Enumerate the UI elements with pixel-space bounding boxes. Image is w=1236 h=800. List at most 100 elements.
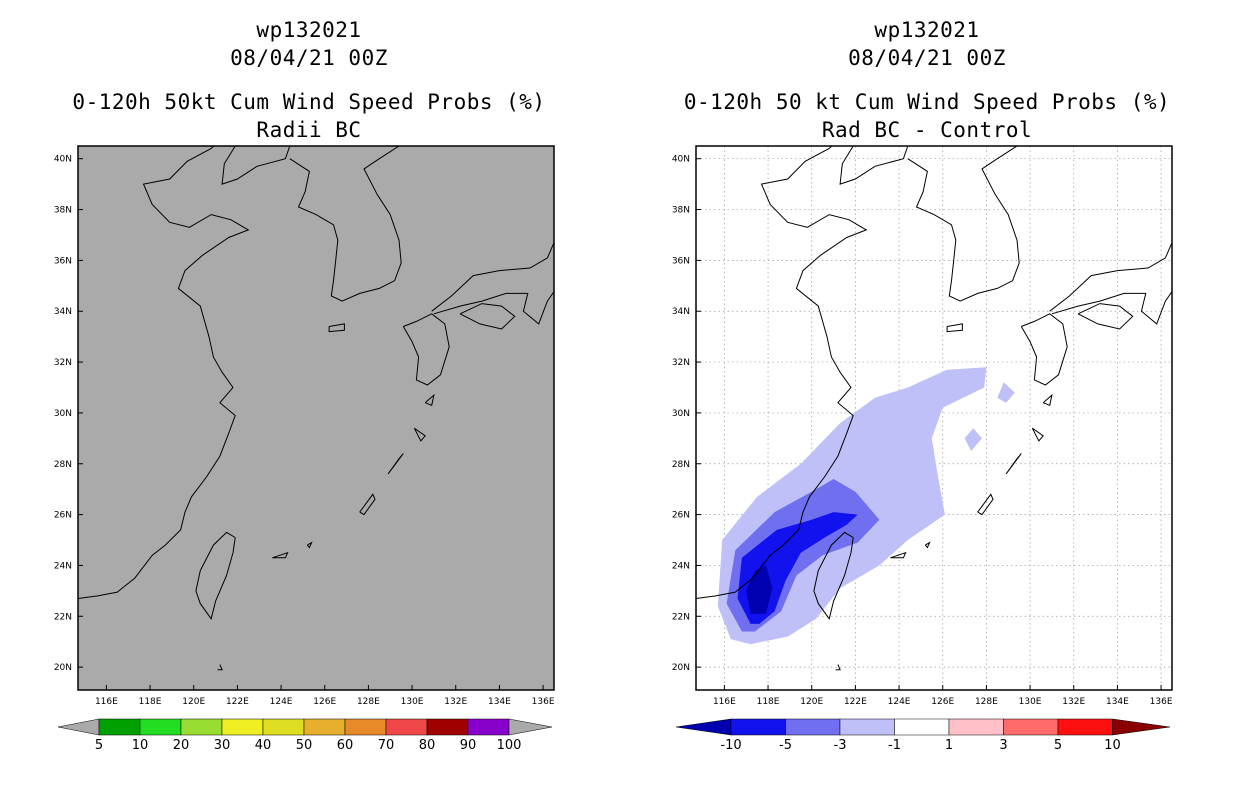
coastline [1031,427,1044,442]
lat-tick-label: 26N [672,511,690,521]
coastline [402,313,450,386]
left-panel: wp132021 08/04/21 00Z 0-120h 50kt Cum Wi… [54,18,555,753]
colorbar-label: 10 [132,738,149,753]
lat-tick-label: 24N [672,561,690,571]
coastline [359,493,376,516]
colorbar-swatch [180,718,223,736]
lon-tick-label: 126E [313,697,336,707]
lon-tick-label: 126E [931,697,954,707]
lat-tick-label: 28N [54,460,72,470]
lat-tick-label: 36N [672,256,690,266]
coastline [1005,453,1022,475]
diff-contour-minus1 [997,382,1015,403]
lat-tick-label: 32N [54,358,72,368]
right-map: 40N 38N 36N 34N 32N 30N 28N 26N 24N 22N 20N 116E 118… [672,145,1173,753]
colorbar-label: 70 [378,738,395,753]
left-datetime: 08/04/21 00Z [230,46,388,70]
lon-tick-label: 136E [532,697,555,707]
lat-tick-label: 32N [672,358,690,368]
colorbar-swatch [1057,718,1113,736]
lon-tick-label: 116E [95,697,118,707]
colorbar-swatch [262,718,305,736]
lat-tick-label: 20N [54,663,72,673]
right-panel: wp132021 08/04/21 00Z 0-120h 50 kt Cum W… [618,0,1236,800]
colorbar-label: 30 [214,738,231,753]
coastline [946,323,963,333]
lon-tick-label: 132E [444,697,467,707]
colorbar-label: 5 [1054,738,1062,753]
colorbar-under-arrow [675,718,732,736]
colorbar-label: -1 [888,738,901,753]
coastline [1049,241,1172,325]
lon-tick-label: 130E [401,697,424,707]
colorbar-swatch [730,718,786,736]
coastline [272,551,289,559]
coastline [78,146,291,599]
lon-tick-label: 128E [975,697,998,707]
lat-tick-label: 30N [54,409,72,419]
coastline [1020,313,1068,386]
lon-tick-label: 124E [270,697,293,707]
colorbar-over-arrow [1112,718,1171,736]
colorbar-swatch [467,718,510,736]
lat-tick-label: 22N [672,612,690,622]
lon-tick-label: 134E [488,697,511,707]
lat-tick-label: 40N [54,155,72,165]
coastline [890,551,907,559]
right-storm-id: wp132021 [874,18,980,42]
lat-tick-label: 30N [672,409,690,419]
lat-tick-label: 38N [672,206,690,216]
right-product-title: 0-120h 50 kt Cum Wind Speed Probs (%) [683,90,1171,114]
colorbar-swatch [385,718,428,736]
colorbar-swatch [785,718,841,736]
lon-tick-label: 122E [226,697,249,707]
colorbar-swatch [221,718,264,736]
colorbar: 5 10 20 30 40 50 60 70 80 90 100 [57,718,553,753]
lat-tick-label: 34N [672,307,690,317]
left-map: 40N 38N 36N 34N 32N 30N 28N 26N 24N 22N 20N 116E 118… [54,145,555,753]
colorbar-label: -10 [720,738,741,753]
coastline [977,493,994,516]
lon-tick-label: 118E [139,697,162,707]
colorbar-swatch [139,718,182,736]
colorbar-swatch [894,718,950,736]
colorbar-label: 5 [95,738,103,753]
lon-tick-label: 116E [713,697,736,707]
coastline [431,241,554,325]
right-subtitle: Rad BC - Control [821,118,1033,142]
lat-tick-label: 36N [54,256,72,266]
lat-tick-label: 34N [54,307,72,317]
map-frame [77,145,555,691]
coastline [387,453,404,475]
coastline [924,541,931,549]
coastline [306,541,313,549]
coastline [813,531,854,620]
diff-contour-minus1 [964,428,982,451]
colorbar-swatch [303,718,346,736]
colorbar-label: 10 [1104,738,1121,753]
colorbar-label: 60 [337,738,354,753]
lon-tick-label: 134E [1106,697,1129,707]
lon-tick-label: 132E [1062,697,1085,707]
coastline [907,146,1020,302]
lat-tick-label: 22N [54,612,72,622]
coastline [835,664,841,671]
lat-tick-label: 20N [672,663,690,673]
lat-tick-label: 40N [672,155,690,165]
coastline [459,303,516,330]
coastline [696,146,909,599]
colorbar-label: 90 [460,738,477,753]
colorbar-label: 1 [945,738,953,753]
colorbar: -10 -5 -3 -1 1 3 5 10 [675,718,1171,753]
left-product-title: 0-120h 50kt Cum Wind Speed Probs (%) [72,90,546,114]
coastline [424,393,435,406]
colorbar-under-arrow [57,718,100,736]
colorbar-label: 50 [296,738,313,753]
coastline [195,531,236,620]
coastline [217,664,223,671]
lon-tick-label: 118E [757,697,780,707]
right-datetime: 08/04/21 00Z [848,46,1006,70]
lat-tick-label: 26N [54,511,72,521]
lon-tick-label: 130E [1019,697,1042,707]
colorbar-swatch [344,718,387,736]
